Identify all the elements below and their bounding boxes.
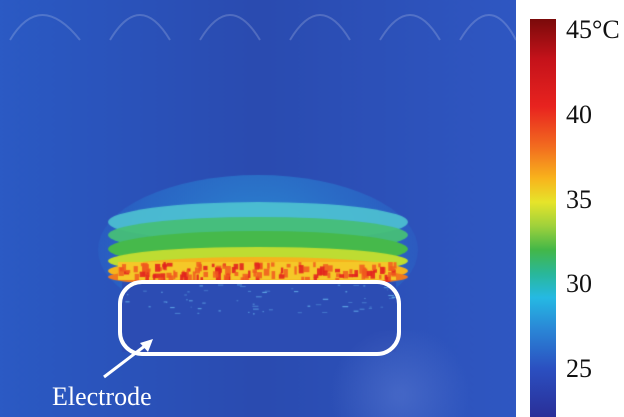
- colorbar-tick-35: 35: [566, 185, 592, 214]
- electrode-arrow: [103, 340, 151, 379]
- annotation-overlay: [0, 0, 516, 417]
- electrode-arrowhead: [140, 339, 153, 352]
- electrode-label: Electrode: [52, 382, 152, 411]
- thermal-image: [0, 0, 516, 417]
- colorbar-tick-25: 25: [566, 354, 592, 383]
- colorbar-tick-40: 40: [566, 100, 592, 129]
- electrode-outline: [118, 280, 401, 356]
- colorbar-tick-30: 30: [566, 269, 592, 298]
- temperature-colorbar: [530, 19, 556, 417]
- colorbar-tick-45: 45°C: [566, 15, 620, 44]
